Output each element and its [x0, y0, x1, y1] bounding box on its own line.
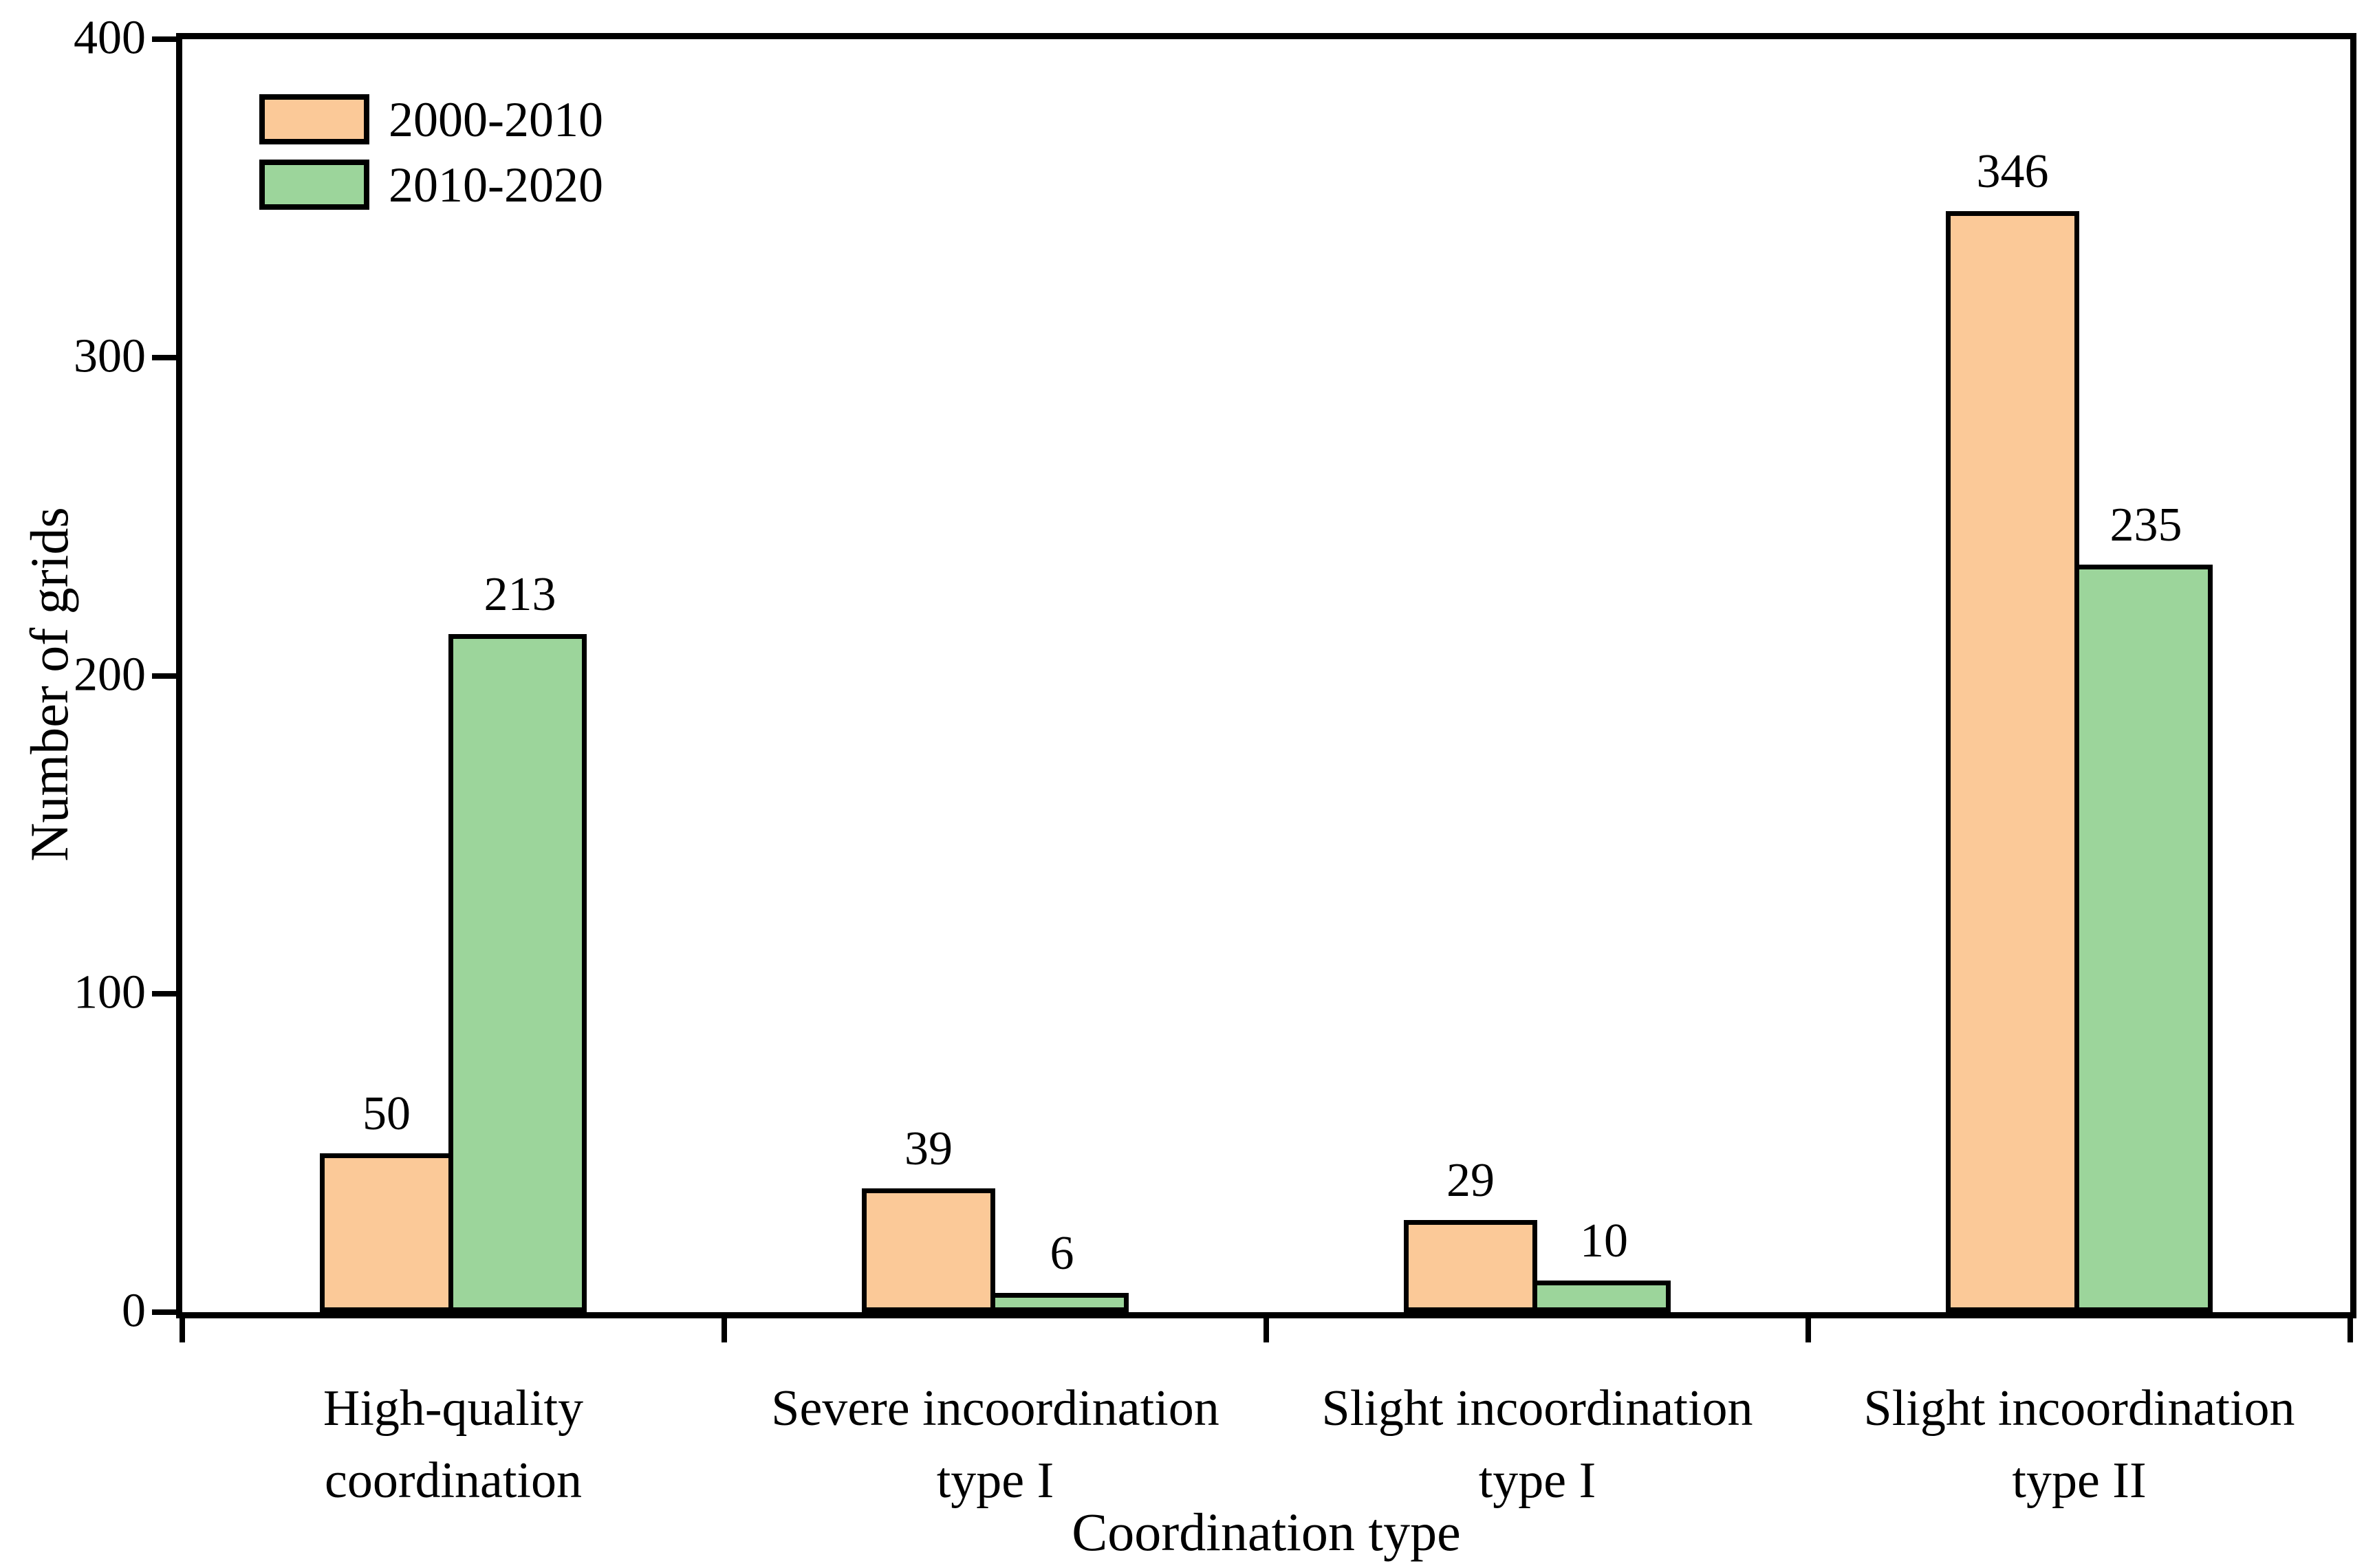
y-axis-tick-label: 300 — [74, 329, 146, 383]
bar-value-label: 213 — [484, 568, 556, 622]
bar-value-label: 235 — [2110, 498, 2182, 552]
legend: 2000-2010 2010-2020 — [259, 94, 603, 225]
bar — [448, 634, 587, 1312]
x-axis-title: Coordination type — [1072, 1502, 1461, 1562]
y-axis-tick — [152, 673, 182, 679]
legend-label: 2010-2020 — [389, 157, 603, 213]
y-axis-tick — [152, 354, 182, 360]
bar-value-label: 29 — [1446, 1153, 1495, 1207]
bar-value-label: 39 — [904, 1122, 953, 1175]
bar-value-label: 346 — [1976, 144, 2049, 198]
bar — [862, 1188, 995, 1312]
y-axis-tick-label: 400 — [74, 11, 146, 65]
bar — [1946, 210, 2079, 1312]
category-label: Slight incoordination type II — [1863, 1380, 2295, 1510]
x-axis-tick — [1264, 1312, 1269, 1342]
y-axis-tick — [152, 1309, 182, 1315]
bar-value-label: 6 — [1050, 1227, 1074, 1281]
legend-label: 2000-2010 — [389, 91, 603, 147]
legend-item: 2000-2010 — [259, 94, 603, 144]
x-axis-tick — [180, 1312, 185, 1342]
category-label: Severe incoordination type I — [771, 1380, 1219, 1510]
x-axis-tick — [2347, 1312, 2353, 1342]
legend-swatch — [259, 94, 369, 144]
x-axis-tick — [1805, 1312, 1811, 1342]
bar-value-label: 10 — [1580, 1214, 1628, 1267]
category-label: High-quality coordination — [323, 1380, 584, 1510]
x-axis-tick — [722, 1312, 727, 1342]
y-axis-tick — [152, 991, 182, 997]
y-axis-tick-label: 200 — [74, 648, 146, 701]
y-axis-tick-label: 100 — [74, 966, 146, 1019]
y-axis-tick-label: 0 — [122, 1284, 146, 1338]
legend-swatch — [259, 160, 369, 210]
bar — [1404, 1219, 1537, 1312]
bar-value-label: 50 — [362, 1087, 411, 1140]
plot-area: 0 100 200 300 400 50 213 High-quality coordinat… — [74, 14, 2356, 1509]
bar — [2074, 564, 2213, 1312]
y-axis-title: Number of grids — [19, 507, 79, 862]
legend-item: 2010-2020 — [259, 160, 603, 210]
category-label: Slight incoordination type I — [1321, 1380, 1753, 1510]
bar — [990, 1293, 1129, 1312]
y-axis-tick — [152, 36, 182, 42]
bar — [1532, 1280, 1671, 1312]
bar — [320, 1153, 453, 1312]
